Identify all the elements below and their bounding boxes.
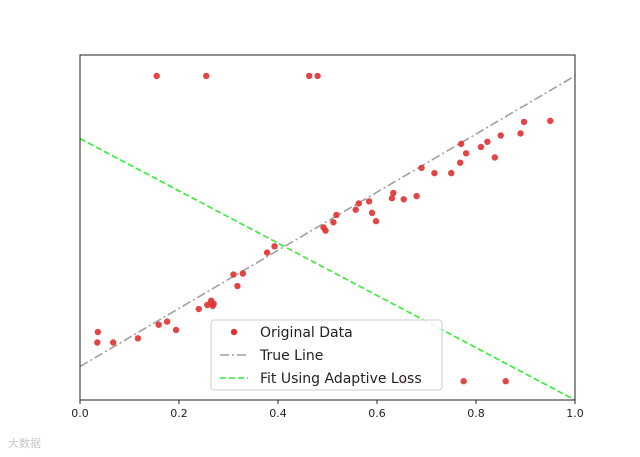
data-point xyxy=(457,140,465,148)
data-point xyxy=(390,189,397,197)
legend-label-original-data: Original Data xyxy=(260,325,353,341)
legend-label-fit-using-adaptive-loss: Fit Using Adaptive Loss xyxy=(260,371,422,387)
legend-label-true-line: True Line xyxy=(259,348,323,364)
x-tick-label: 0.4 xyxy=(269,407,287,420)
data-point xyxy=(172,326,180,334)
data-point xyxy=(517,130,524,137)
data-point xyxy=(305,72,313,80)
data-point xyxy=(204,301,211,309)
data-point xyxy=(365,198,373,205)
plot-area xyxy=(80,72,575,400)
x-tick-label: 1.0 xyxy=(566,407,584,420)
data-point xyxy=(239,270,247,277)
x-axis: 0.0 0.2 0.4 0.6 0.8 1.0 xyxy=(71,400,584,420)
data-point xyxy=(230,271,237,278)
data-point xyxy=(462,150,470,157)
x-tick-label: 0.0 xyxy=(71,407,89,420)
data-point xyxy=(388,195,396,202)
data-point xyxy=(263,249,271,256)
axes-frame xyxy=(79,54,576,401)
x-tick-label: 0.6 xyxy=(368,407,386,420)
data-point xyxy=(94,328,102,336)
data-point xyxy=(456,159,464,166)
legend: Original Data True Line Fit Using Adaptive… xyxy=(210,319,443,391)
data-point xyxy=(547,117,554,125)
data-point xyxy=(134,335,142,342)
data-point xyxy=(155,321,162,328)
data-point xyxy=(431,169,438,177)
data-point xyxy=(448,169,455,177)
x-tick-label: 0.8 xyxy=(467,407,485,420)
legend-marker-original-data xyxy=(230,328,238,336)
data-point xyxy=(368,209,376,217)
true-line-line xyxy=(80,75,575,368)
data-point xyxy=(203,72,210,80)
x-tick-label: 0.2 xyxy=(170,407,188,420)
watermark: 大数据 xyxy=(8,437,41,450)
data-point xyxy=(497,132,504,139)
data-point xyxy=(372,218,380,225)
data-point xyxy=(352,206,359,213)
data-point xyxy=(355,200,362,207)
data-point xyxy=(322,227,329,234)
fit-using-adaptive-loss-line xyxy=(80,137,575,400)
data-point xyxy=(477,143,485,151)
data-point xyxy=(109,339,117,346)
data-point xyxy=(153,72,160,80)
data-point xyxy=(400,196,407,203)
data-point xyxy=(460,377,467,385)
data-point xyxy=(94,339,101,346)
data-point xyxy=(491,154,499,161)
data-point xyxy=(418,164,425,172)
data-point xyxy=(314,72,321,80)
data-point xyxy=(271,243,278,250)
data-point xyxy=(502,377,509,385)
data-point xyxy=(234,282,241,290)
data-point xyxy=(195,305,202,313)
legend-box xyxy=(210,319,443,391)
data-point xyxy=(413,192,420,200)
data-point xyxy=(484,138,491,145)
data-point xyxy=(330,219,337,226)
data-point xyxy=(210,300,217,308)
data-point xyxy=(333,211,340,219)
data-point xyxy=(163,318,171,325)
data-point xyxy=(520,118,528,126)
